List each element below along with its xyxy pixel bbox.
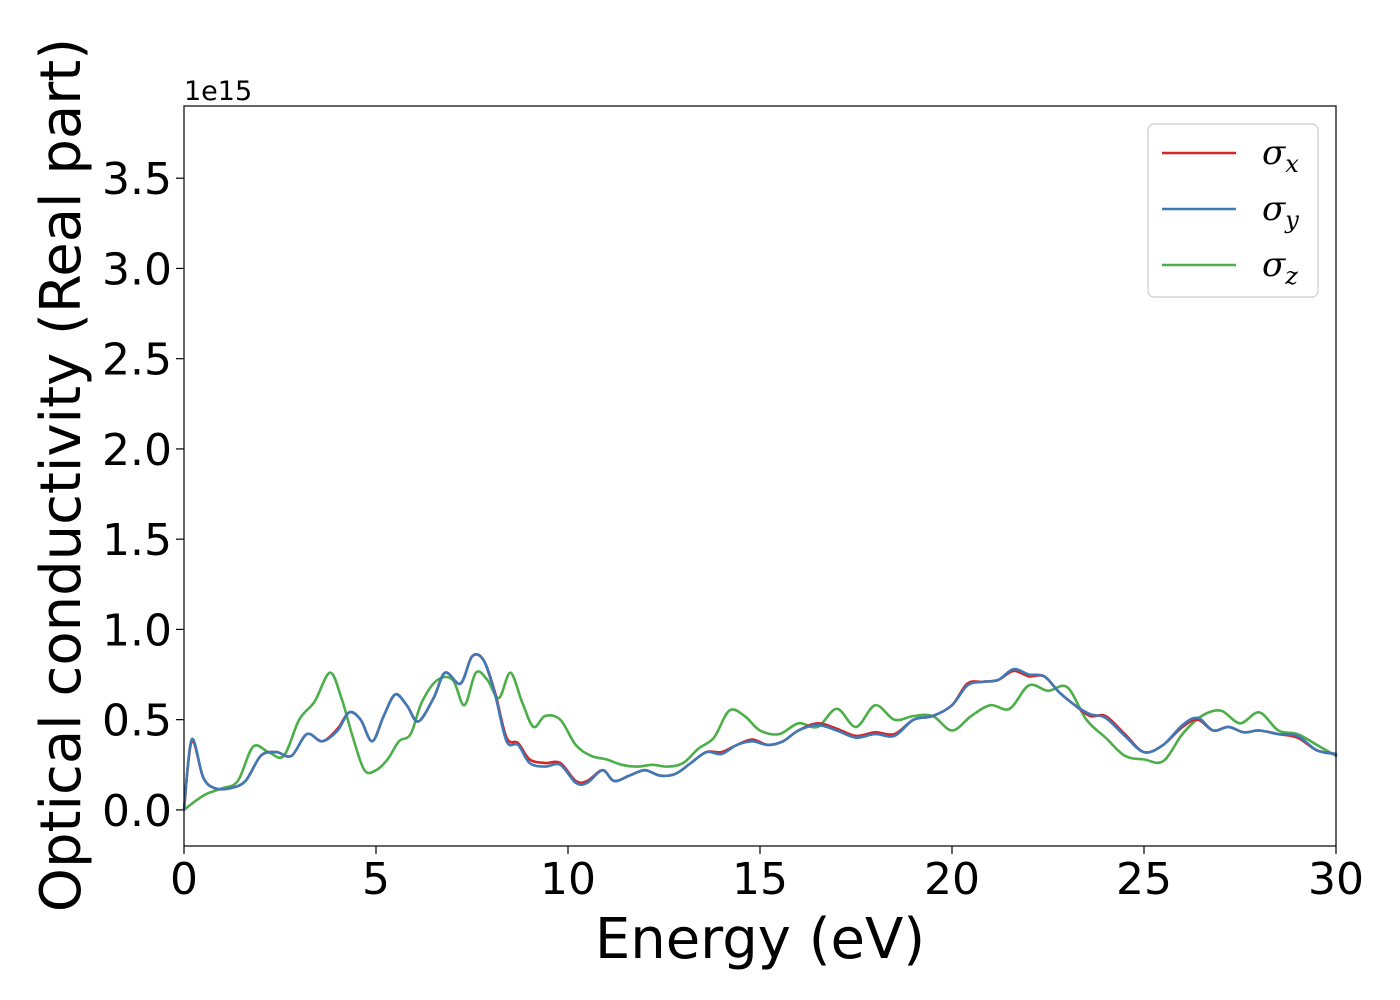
y-tick-label: 0.0 xyxy=(102,786,172,837)
legend-label-x: σx xyxy=(1262,133,1299,178)
series-line-x xyxy=(182,653,1338,812)
legend-label-z: σz xyxy=(1262,245,1298,290)
y-tick-label: 3.5 xyxy=(102,154,172,205)
y-axis-offset-label: 1e15 xyxy=(184,76,252,107)
plot-frame xyxy=(183,105,1337,847)
series-line-z xyxy=(182,670,1338,812)
legend-label-y: σy xyxy=(1262,189,1299,234)
x-tick-label: 30 xyxy=(1308,854,1364,905)
legend-box xyxy=(1147,123,1319,298)
series-line-y xyxy=(182,652,1338,812)
y-tick-label: 2.0 xyxy=(102,425,172,476)
x-tick-label: 10 xyxy=(540,854,596,905)
x-axis-label: Energy (eV) xyxy=(595,907,925,972)
x-tick-label: 5 xyxy=(362,854,390,905)
y-tick-label: 0.5 xyxy=(102,696,172,747)
x-tick-label: 15 xyxy=(732,854,788,905)
x-tick-label: 20 xyxy=(924,854,980,905)
y-tick-label: 2.5 xyxy=(102,335,172,386)
legend: σx σy σz xyxy=(1147,123,1319,298)
x-tick-label: 0 xyxy=(170,854,198,905)
x-tick-label: 25 xyxy=(1116,854,1172,905)
y-tick-label: 1.5 xyxy=(102,515,172,566)
y-tick-label: 1.0 xyxy=(102,605,172,656)
y-tick-label: 3.0 xyxy=(102,244,172,295)
y-axis-label: Optical conductivity (Real part) xyxy=(29,38,94,912)
